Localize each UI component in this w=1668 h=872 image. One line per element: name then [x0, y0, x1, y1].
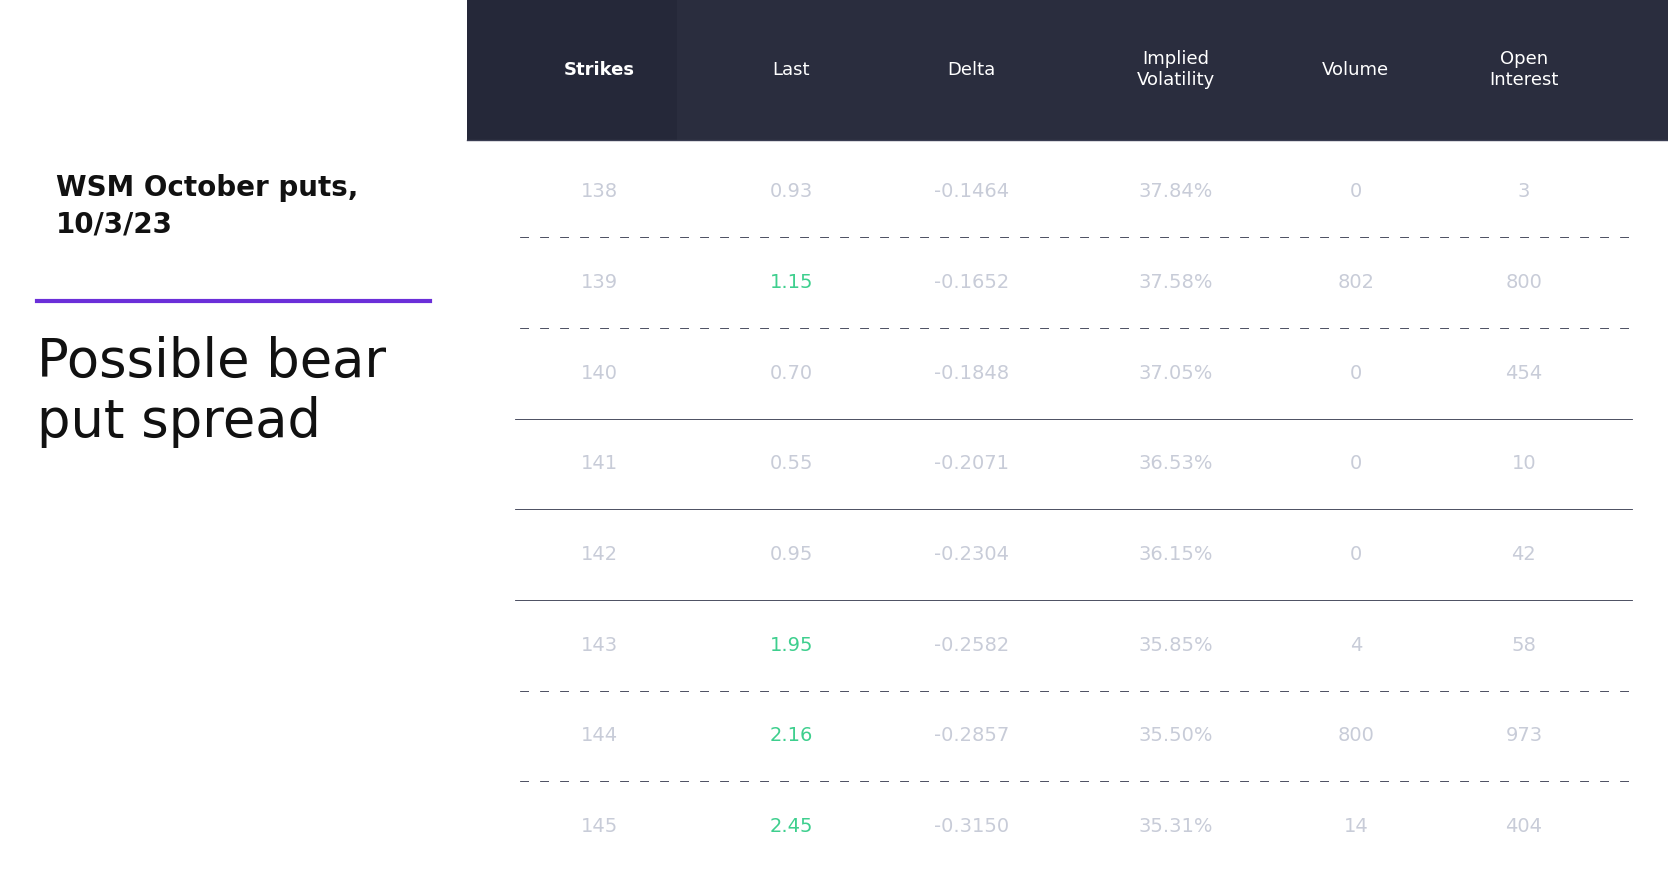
Text: 142: 142: [580, 545, 617, 564]
Text: 35.50%: 35.50%: [1138, 726, 1213, 746]
Text: 35.85%: 35.85%: [1138, 636, 1213, 655]
Text: -0.3150: -0.3150: [934, 817, 1009, 836]
Text: 802: 802: [1338, 273, 1374, 292]
Text: 2.45: 2.45: [769, 817, 812, 836]
Text: Last: Last: [772, 61, 811, 78]
Text: 0: 0: [1349, 545, 1361, 564]
Text: 0.93: 0.93: [769, 182, 812, 201]
Text: 0.70: 0.70: [769, 364, 812, 383]
Text: 0: 0: [1349, 364, 1361, 383]
Text: 35.31%: 35.31%: [1138, 817, 1213, 836]
Text: Open
Interest: Open Interest: [1490, 51, 1558, 89]
Text: 14: 14: [1343, 817, 1368, 836]
FancyBboxPatch shape: [467, 0, 1668, 140]
Text: 800: 800: [1338, 726, 1374, 746]
Text: 144: 144: [580, 726, 617, 746]
Text: WSM October puts,
10/3/23: WSM October puts, 10/3/23: [57, 174, 359, 238]
Text: 141: 141: [580, 454, 617, 473]
Text: 42: 42: [1511, 545, 1536, 564]
Text: 140: 140: [580, 364, 617, 383]
Text: -0.1848: -0.1848: [934, 364, 1009, 383]
Text: 36.15%: 36.15%: [1138, 545, 1213, 564]
Text: 37.84%: 37.84%: [1139, 182, 1213, 201]
Text: 800: 800: [1506, 273, 1543, 292]
Text: 138: 138: [580, 182, 617, 201]
Text: 139: 139: [580, 273, 617, 292]
Text: 0.95: 0.95: [769, 545, 812, 564]
Text: -0.2582: -0.2582: [934, 636, 1009, 655]
Text: 10: 10: [1511, 454, 1536, 473]
Text: Strikes: Strikes: [564, 61, 634, 78]
Text: -0.2304: -0.2304: [934, 545, 1009, 564]
Text: 36.53%: 36.53%: [1138, 454, 1213, 473]
Text: 1.95: 1.95: [769, 636, 812, 655]
Text: 0.55: 0.55: [769, 454, 812, 473]
Text: -0.1652: -0.1652: [934, 273, 1009, 292]
Text: 143: 143: [580, 636, 617, 655]
Text: 3: 3: [1518, 182, 1530, 201]
Text: -0.2857: -0.2857: [934, 726, 1009, 746]
Text: Delta: Delta: [947, 61, 996, 78]
FancyBboxPatch shape: [467, 0, 677, 140]
Text: 454: 454: [1505, 364, 1543, 383]
Text: 2.16: 2.16: [769, 726, 812, 746]
Text: 58: 58: [1511, 636, 1536, 655]
Text: 4: 4: [1349, 636, 1363, 655]
Text: 404: 404: [1506, 817, 1543, 836]
Text: Implied
Volatility: Implied Volatility: [1136, 51, 1214, 89]
Text: 1.15: 1.15: [769, 273, 812, 292]
Text: -0.1464: -0.1464: [934, 182, 1009, 201]
Text: 0: 0: [1349, 454, 1361, 473]
Text: 0: 0: [1349, 182, 1361, 201]
Text: 37.05%: 37.05%: [1139, 364, 1213, 383]
Text: Volume: Volume: [1323, 61, 1389, 78]
Text: 973: 973: [1505, 726, 1543, 746]
Text: 145: 145: [580, 817, 617, 836]
Text: Possible bear
put spread: Possible bear put spread: [37, 336, 387, 448]
Text: -0.2071: -0.2071: [934, 454, 1009, 473]
Text: 37.58%: 37.58%: [1138, 273, 1213, 292]
